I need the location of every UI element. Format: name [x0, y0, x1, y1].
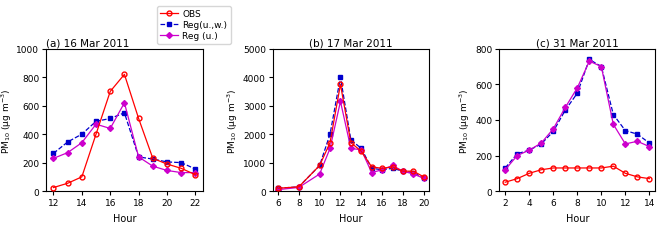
Y-axis label: PM$_{10}$ (μg m$^{-3}$): PM$_{10}$ (μg m$^{-3}$)	[458, 88, 472, 153]
X-axis label: Hour: Hour	[565, 213, 589, 223]
Text: (a) 16 Mar 2011: (a) 16 Mar 2011	[46, 39, 130, 49]
Y-axis label: PM$_{10}$ (μg m$^{-3}$): PM$_{10}$ (μg m$^{-3}$)	[226, 88, 240, 153]
Y-axis label: PM$_{10}$ (μg m$^{-3}$): PM$_{10}$ (μg m$^{-3}$)	[0, 88, 14, 153]
X-axis label: Hour: Hour	[339, 213, 363, 223]
Title: (b) 17 Mar 2011: (b) 17 Mar 2011	[309, 39, 393, 49]
X-axis label: Hour: Hour	[113, 213, 136, 223]
Title: (c) 31 Mar 2011: (c) 31 Mar 2011	[536, 39, 619, 49]
Legend: OBS, Reg(u.,w.), Reg (u.): OBS, Reg(u.,w.), Reg (u.)	[157, 7, 230, 44]
